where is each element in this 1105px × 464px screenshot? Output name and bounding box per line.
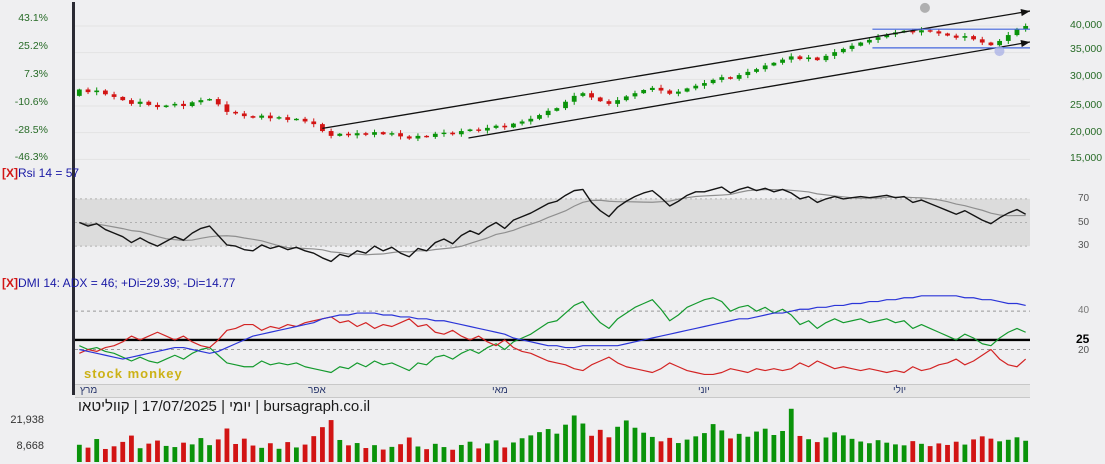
month-label: יוני <box>698 385 710 396</box>
dmi-label: DMI 14: ADX = 46; +Di=29.39; -Di=14.77 <box>18 276 236 290</box>
dmi-axis-tick: 20 <box>1078 345 1090 356</box>
dmi-indicator-row: [X]DMI 14: ADX = 46; +Di=29.39; -Di=14.7… <box>2 276 235 290</box>
percent-axis-tick: -10.6% <box>14 96 48 108</box>
percent-axis-tick: 7.3% <box>24 68 48 80</box>
left-axis-line <box>72 2 75 395</box>
price-axis-tick: 15,000 <box>1070 152 1103 164</box>
volume-axis-label: 21,938 <box>10 414 44 426</box>
time-axis: מרץ אפר מאי יוני יולי <box>75 384 1030 398</box>
dmi-axis-tick: 40 <box>1078 305 1090 316</box>
percent-axis-tick: 25.2% <box>18 40 48 52</box>
rsi-remove-button[interactable]: [X] <box>2 166 18 180</box>
month-label: מרץ <box>80 385 98 396</box>
dmi-panel[interactable] <box>75 292 1030 384</box>
rsi-chart[interactable] <box>75 180 1030 265</box>
volume-chart[interactable] <box>75 405 1030 462</box>
percent-axis-tick: -46.3% <box>14 151 48 163</box>
dmi-axis-tick: 25 <box>1076 332 1090 346</box>
percent-axis-tick: 43.1% <box>18 12 48 24</box>
candlestick-chart[interactable] <box>75 2 1030 170</box>
price-panel[interactable] <box>75 2 1030 170</box>
percent-axis-tick: -28.5% <box>14 124 48 136</box>
rsi-axis-tick: 50 <box>1078 217 1090 228</box>
month-label: מאי <box>492 385 508 396</box>
price-axis-tick: 40,000 <box>1070 19 1103 31</box>
rsi-label: Rsi 14 = 57 <box>18 166 80 180</box>
month-label: אפר <box>308 385 326 396</box>
rsi-axis-tick: 30 <box>1078 240 1090 251</box>
dmi-chart[interactable] <box>75 292 1030 384</box>
dmi-remove-button[interactable]: [X] <box>2 276 18 290</box>
price-axis-tick: 25,000 <box>1070 99 1103 111</box>
price-axis-tick: 35,000 <box>1070 43 1103 55</box>
chart-caption: יומי | 17/07/2025 | קווליטאו | bursagrap… <box>78 398 371 415</box>
watermark: stock monkey <box>84 366 183 381</box>
month-label: יולי <box>893 385 907 396</box>
rsi-axis-tick: 70 <box>1078 193 1090 204</box>
volume-panel[interactable] <box>75 405 1030 462</box>
price-axis-tick: 30,000 <box>1070 70 1103 82</box>
rsi-panel[interactable] <box>75 180 1030 265</box>
price-axis-tick: 20,000 <box>1070 126 1103 138</box>
volume-axis-label: 8,668 <box>16 440 44 452</box>
rsi-indicator-row: [X]Rsi 14 = 57 <box>2 166 79 180</box>
